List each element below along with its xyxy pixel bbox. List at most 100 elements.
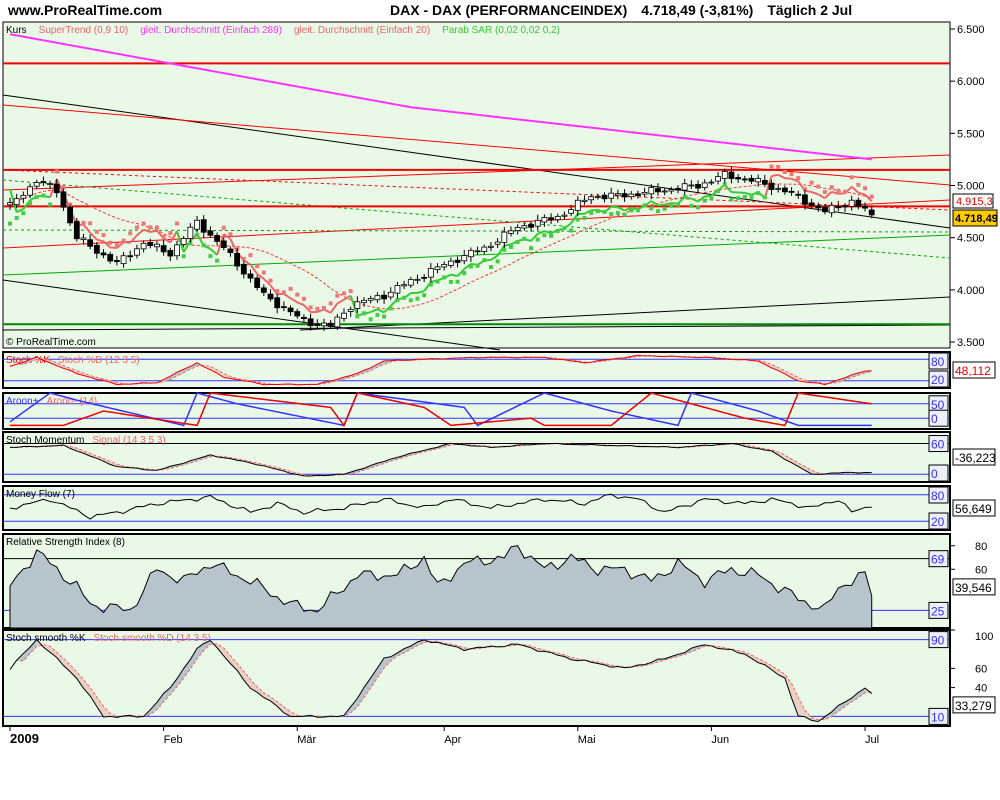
fill-segment	[831, 705, 839, 717]
sar-dot	[168, 231, 173, 236]
trend-line	[2, 104, 951, 186]
sar-dot	[756, 191, 761, 196]
fill-segment	[70, 664, 77, 679]
sar-dot	[41, 193, 46, 198]
fill-segment	[110, 461, 117, 467]
panel-label: Stoch Momentum	[6, 435, 84, 446]
candle-body	[775, 187, 782, 190]
watermark: © ProRealTime.com	[6, 337, 96, 348]
fill-segment	[163, 376, 171, 382]
sar-dot	[428, 282, 433, 287]
candle-body	[835, 206, 842, 209]
x-tick-label: Mär	[297, 734, 316, 746]
sar-dot	[128, 231, 133, 236]
fill-segment	[163, 687, 171, 702]
candle-body	[608, 192, 615, 199]
candle-body	[768, 182, 775, 190]
candle-body	[327, 322, 334, 327]
fill-segment	[63, 658, 71, 672]
sar-dot	[14, 215, 19, 220]
fill-segment	[798, 697, 805, 717]
sar-dot	[395, 298, 400, 303]
supertrend-segment	[851, 185, 860, 194]
fill-segment	[156, 693, 164, 710]
candle-body	[441, 264, 448, 268]
fill-segment	[230, 376, 238, 380]
fill-segment	[270, 696, 278, 707]
fill-segment	[150, 702, 157, 715]
sar-dot	[468, 264, 473, 269]
candle-body	[421, 276, 428, 279]
candle-body	[822, 206, 828, 213]
supertrend-segment	[611, 205, 618, 209]
fill-segment	[83, 679, 91, 696]
supertrend-segment	[263, 278, 272, 287]
sar-dot	[181, 254, 186, 259]
candle-body	[120, 255, 127, 265]
level-label: 60	[931, 438, 945, 452]
supertrend-segment	[544, 230, 552, 235]
signal-line	[9, 640, 872, 721]
fill-segment	[851, 372, 859, 378]
y-tick-label: 4.500	[957, 233, 985, 245]
candle-body	[167, 250, 174, 257]
candle-body	[321, 322, 327, 327]
panel-label: Stoch %D (12 3 5)	[58, 355, 140, 366]
candle-body	[113, 260, 120, 262]
sar-dot	[816, 184, 821, 189]
close-last-value: 4.718,49	[955, 213, 998, 225]
candle-body	[708, 181, 715, 184]
sar-dot	[629, 208, 634, 213]
sar-dot	[201, 243, 206, 248]
indicator-line	[9, 442, 872, 477]
y-tick-label: 3.500	[957, 337, 985, 349]
candle-body	[73, 221, 80, 240]
fill-segment	[384, 656, 391, 668]
level-label-box	[928, 370, 949, 388]
quote: 4.718,49 (-3,81%)	[641, 2, 754, 18]
sar-dot	[669, 203, 674, 208]
level-label: 20	[931, 373, 945, 387]
supertrend-segment	[858, 191, 866, 196]
indicator-line	[9, 638, 873, 723]
sar-dot	[368, 317, 373, 322]
candle-body	[367, 298, 374, 301]
candle-body	[334, 316, 341, 328]
sar-dot	[48, 202, 53, 207]
fill-segment	[778, 367, 785, 374]
candle-body	[601, 194, 608, 200]
candle-body	[194, 219, 200, 230]
panel-mfi	[2, 485, 951, 531]
sar-dot	[662, 206, 667, 211]
sar-dot	[555, 229, 560, 234]
fill-segment	[357, 687, 365, 707]
supertrend-segment	[791, 177, 799, 183]
sar-dot	[161, 234, 166, 239]
supertrend-segment	[110, 246, 117, 250]
candle-body	[401, 284, 408, 287]
sar-dot	[722, 182, 727, 187]
sar-dot	[402, 295, 407, 300]
fill-segment	[804, 710, 812, 721]
candle-body	[134, 248, 140, 256]
sar-dot	[655, 209, 660, 214]
last-value-box	[952, 361, 996, 379]
sar-dot	[869, 194, 874, 199]
fill-segment	[858, 688, 866, 698]
fill-segment	[764, 362, 772, 368]
supertrend-segment	[664, 202, 672, 206]
level-label-box	[928, 409, 949, 427]
candle-body	[735, 177, 742, 180]
candle-body	[240, 263, 247, 275]
supertrend-segment	[9, 188, 18, 213]
candle-body	[655, 188, 661, 193]
fill-segment	[691, 646, 699, 652]
fill-segment	[283, 706, 291, 717]
indicator-line	[9, 493, 872, 520]
sar-dot	[829, 185, 834, 190]
instrument-title: DAX - DAX (PERFORMANCEINDEX)	[390, 2, 628, 18]
panel-label: Aroon- (14)	[47, 396, 98, 407]
candle-body	[127, 255, 134, 258]
